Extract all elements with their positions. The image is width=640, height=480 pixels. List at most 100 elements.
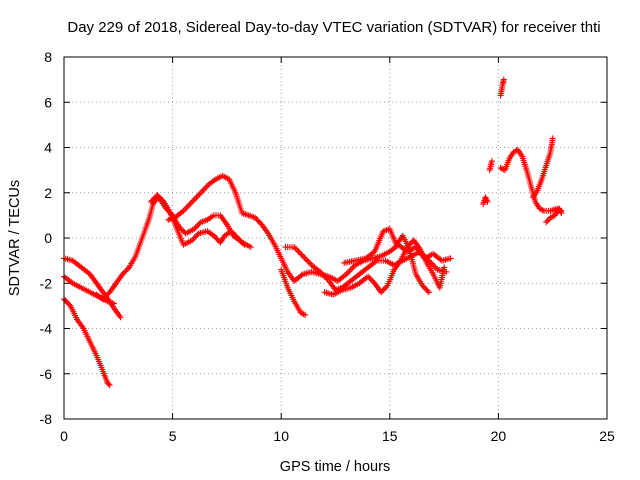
x-tick-label: 15 — [382, 428, 398, 444]
data-point — [441, 264, 448, 271]
data-point — [190, 235, 197, 242]
y-tick-label: 0 — [44, 230, 52, 246]
data-point — [120, 269, 127, 276]
data-point — [238, 239, 245, 246]
data-point — [247, 244, 254, 251]
data-point — [240, 240, 246, 247]
data-point — [254, 217, 261, 224]
data-point — [196, 191, 203, 198]
data-point — [233, 233, 240, 240]
data-point — [158, 196, 165, 203]
data-point — [488, 158, 495, 165]
data-point — [155, 193, 162, 200]
data-point — [349, 265, 356, 272]
data-point — [234, 235, 241, 241]
data-point — [539, 207, 546, 214]
data-point — [203, 183, 210, 190]
data-point — [305, 259, 312, 266]
series-sat-e — [147, 192, 248, 248]
series-sat-i — [321, 237, 448, 298]
data-point — [346, 268, 353, 275]
y-tick-label: -4 — [40, 321, 53, 337]
data-point — [298, 251, 305, 258]
data-point — [420, 283, 427, 290]
data-point — [192, 224, 199, 231]
data-point — [543, 219, 550, 226]
data-point — [189, 237, 196, 244]
data-point — [380, 286, 387, 293]
axis-ticks: 0 5 10 15 20 25 -8 -6 -4 -2 0 2 4 6 8 — [40, 49, 615, 444]
data-point — [191, 225, 198, 232]
data-point — [183, 204, 190, 211]
data-point — [422, 285, 428, 292]
data-point — [382, 285, 388, 292]
data-point — [297, 250, 303, 257]
x-axis-label: GPS time / hours — [280, 459, 390, 475]
series-sat-l — [486, 158, 495, 174]
data-point — [105, 380, 112, 387]
data-point — [157, 194, 163, 201]
data-point — [447, 255, 454, 262]
y-tick-label: -6 — [40, 366, 53, 382]
data-point — [184, 203, 191, 210]
data-point — [228, 228, 235, 235]
data-point — [159, 197, 166, 204]
data-point — [365, 273, 372, 280]
data-point — [154, 192, 161, 198]
y-tick-label: -8 — [40, 411, 53, 427]
data-point — [292, 245, 299, 252]
data-point — [369, 277, 375, 284]
data-point — [500, 76, 507, 83]
data-point — [295, 248, 302, 255]
series-sat-n — [497, 146, 565, 214]
data-point — [302, 311, 309, 318]
grid — [64, 57, 607, 419]
data-point — [100, 296, 107, 303]
data-point — [212, 234, 219, 241]
data-point — [347, 266, 354, 273]
data-point — [424, 287, 431, 294]
data-point — [484, 198, 491, 205]
data-point — [177, 225, 184, 231]
data-point — [236, 236, 243, 243]
data-point — [202, 185, 209, 192]
x-tick-label: 25 — [599, 428, 615, 444]
series-sat-p — [543, 205, 565, 226]
data-point — [150, 196, 157, 203]
series-sat-a — [61, 296, 113, 389]
x-tick-label: 5 — [169, 428, 177, 444]
data-point — [122, 268, 129, 275]
y-tick-label: 4 — [44, 140, 52, 156]
data-point — [419, 282, 426, 289]
data-point — [298, 272, 305, 279]
data-point — [192, 195, 198, 202]
data-point — [193, 223, 200, 230]
data-point — [186, 201, 193, 208]
data-point — [180, 227, 186, 234]
y-tick-label: 6 — [44, 94, 52, 110]
data-point — [294, 247, 301, 254]
series-sat-c — [61, 255, 124, 321]
y-tick-label: 8 — [44, 49, 52, 65]
data-point — [187, 200, 194, 207]
x-tick-label: 20 — [491, 428, 507, 444]
y-axis-label: SDTVAR / TECUs — [7, 180, 23, 296]
data-point — [210, 232, 217, 239]
x-tick-label: 10 — [273, 428, 289, 444]
data-point — [200, 186, 207, 193]
data-point — [232, 232, 239, 239]
data-point — [304, 257, 311, 264]
data-point — [66, 301, 73, 308]
data-point — [425, 289, 432, 296]
data-point — [189, 198, 196, 205]
data-point — [213, 235, 220, 242]
series-sat-o — [530, 135, 556, 201]
data-point — [64, 300, 71, 307]
series-sat-m — [497, 76, 507, 99]
data-point — [195, 221, 202, 228]
data-point — [191, 234, 198, 241]
data-point — [104, 292, 110, 298]
data-point — [229, 229, 236, 236]
data-point — [123, 267, 130, 274]
data-point — [379, 287, 386, 294]
